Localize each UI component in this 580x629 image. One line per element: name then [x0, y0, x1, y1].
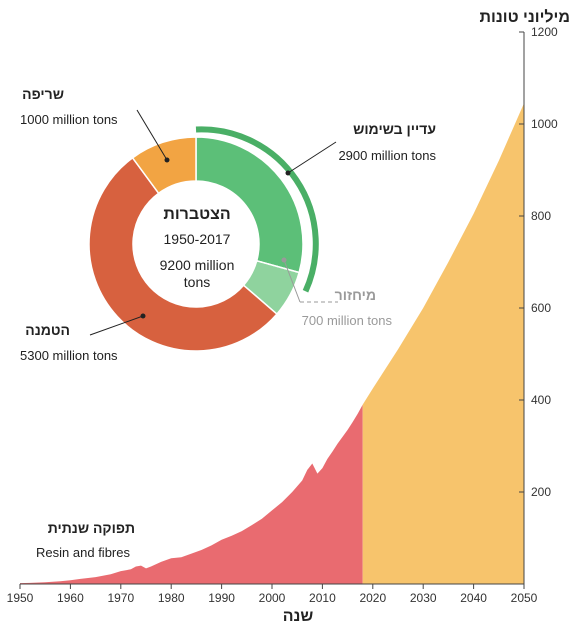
- in-use-arc-indicator: [195, 126, 319, 293]
- donut-center-total: 9200 million: [160, 257, 235, 273]
- x-tick-label: 2000: [259, 591, 286, 605]
- area-series-0: [20, 404, 363, 584]
- x-ticks: 1950 1960 1970 1980 1990 2000 2010 2020 2030 2040…: [7, 584, 538, 605]
- in-use-label: עדיין בשימוש: [353, 121, 436, 137]
- y-tick-label: 800: [531, 209, 551, 223]
- donut-chart: [88, 136, 304, 352]
- y-tick-label: 600: [531, 301, 551, 315]
- callout-recycling: מיחזור 700 million tons: [281, 257, 393, 328]
- y-axis-title: מיליוני טונות: [480, 8, 570, 26]
- callout-incineration: שריפה 1000 million tons: [20, 86, 170, 163]
- x-axis-title: שנה: [283, 608, 314, 625]
- x-tick-label: 1950: [7, 591, 34, 605]
- callout-landfill: הטמנה 5300 million tons: [20, 313, 146, 363]
- donut-center-total-unit: tons: [184, 274, 210, 290]
- donut-slice-2: [88, 156, 278, 352]
- x-tick-label: 1990: [208, 591, 235, 605]
- x-tick-label: 2030: [410, 591, 437, 605]
- donut-slice-3: [131, 136, 197, 195]
- area-layer: [20, 103, 524, 585]
- x-tick-label: 1960: [57, 591, 84, 605]
- annual-production-sublabel: Resin and fibres: [36, 545, 130, 560]
- y-tick-label: 1200: [531, 25, 558, 39]
- landfill-value: 5300 million tons: [20, 348, 118, 363]
- callout-in-use: עדיין בשימוש 2900 million tons: [285, 121, 436, 176]
- incineration-value: 1000 million tons: [20, 112, 118, 127]
- incineration-label: שריפה: [22, 86, 64, 102]
- y-tick-label: 200: [531, 485, 551, 499]
- donut-divider: [256, 260, 300, 274]
- x-tick-label: 1980: [158, 591, 185, 605]
- donut-center-period: 1950-2017: [164, 231, 231, 247]
- area-series-1: [362, 103, 524, 585]
- landfill-label: הטמנה: [25, 322, 70, 338]
- y-tick-label: 1000: [531, 117, 558, 131]
- recycling-value: 700 million tons: [302, 313, 393, 328]
- donut-slice-0: [195, 136, 304, 274]
- y-tick-label: 400: [531, 393, 551, 407]
- x-tick-label: 1970: [107, 591, 134, 605]
- y-ticks: 200 400 600 800 1000 1200: [519, 25, 558, 499]
- annual-production-label: תפוקה שנתית: [48, 520, 135, 536]
- x-tick-label: 2050: [511, 591, 538, 605]
- x-tick-label: 2040: [460, 591, 487, 605]
- donut-center-title: הצטברות: [163, 206, 230, 223]
- x-tick-label: 2020: [359, 591, 386, 605]
- in-use-value: 2900 million tons: [338, 148, 436, 163]
- x-tick-label: 2010: [309, 591, 336, 605]
- recycling-label: מיחזור: [335, 287, 376, 303]
